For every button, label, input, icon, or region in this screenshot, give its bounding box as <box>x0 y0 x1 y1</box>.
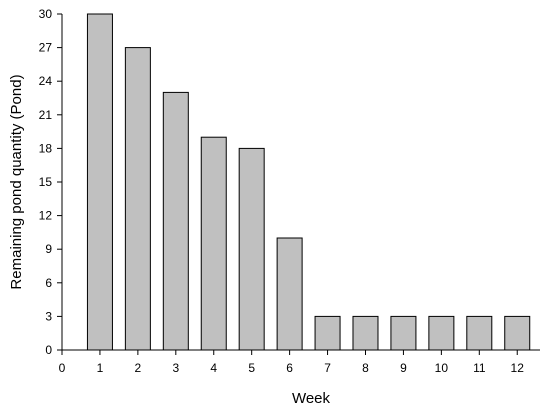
bar-week-6 <box>276 237 303 351</box>
y-axis-title: Remaining pond quantity (Pond) <box>8 74 25 289</box>
x-tick-label: 12 <box>511 361 525 375</box>
x-tick-label: 4 <box>210 361 217 375</box>
y-tick-label: 24 <box>39 74 53 88</box>
x-tick-label: 5 <box>248 361 255 375</box>
y-tick-label: 27 <box>39 41 53 55</box>
bar-week-2 <box>124 47 151 351</box>
y-tick-label: 3 <box>45 309 52 323</box>
bar-week-10 <box>428 315 455 351</box>
x-tick-label: 8 <box>362 361 369 375</box>
x-tick-label: 6 <box>286 361 293 375</box>
bars-group <box>86 13 531 351</box>
x-ticks-group: 0 1 2 3 4 5 6 7 8 9 10 11 12 <box>59 350 525 375</box>
x-tick-label: 9 <box>400 361 407 375</box>
x-tick-label: 3 <box>172 361 179 375</box>
y-tick-label: 12 <box>39 209 53 223</box>
bar-week-1 <box>86 13 113 351</box>
x-tick-label: 1 <box>97 361 104 375</box>
bar-week-7 <box>314 315 341 351</box>
y-tick-label: 21 <box>39 108 53 122</box>
x-axis-title: Week <box>292 390 331 407</box>
y-tick-label: 15 <box>39 175 53 189</box>
bar-week-11 <box>466 315 493 351</box>
x-tick-label: 11 <box>473 361 486 375</box>
bar-week-5 <box>238 147 265 351</box>
x-tick-label: 10 <box>435 361 449 375</box>
bar-week-8 <box>352 315 379 351</box>
y-tick-label: 6 <box>45 276 52 290</box>
x-tick-label: 2 <box>135 361 142 375</box>
y-tick-label: 18 <box>39 141 53 155</box>
y-tick-label: 9 <box>45 242 52 256</box>
y-tick-label: 30 <box>39 7 53 21</box>
bar-week-12 <box>504 315 531 351</box>
x-tick-label: 7 <box>324 361 331 375</box>
bar-week-4 <box>200 136 227 351</box>
bar-week-3 <box>162 91 189 351</box>
x-tick-label: 0 <box>59 361 66 375</box>
y-ticks-group: 0 3 6 9 12 15 18 21 24 27 30 <box>39 7 62 357</box>
bar-week-9 <box>390 315 417 351</box>
y-tick-label: 0 <box>45 343 52 357</box>
